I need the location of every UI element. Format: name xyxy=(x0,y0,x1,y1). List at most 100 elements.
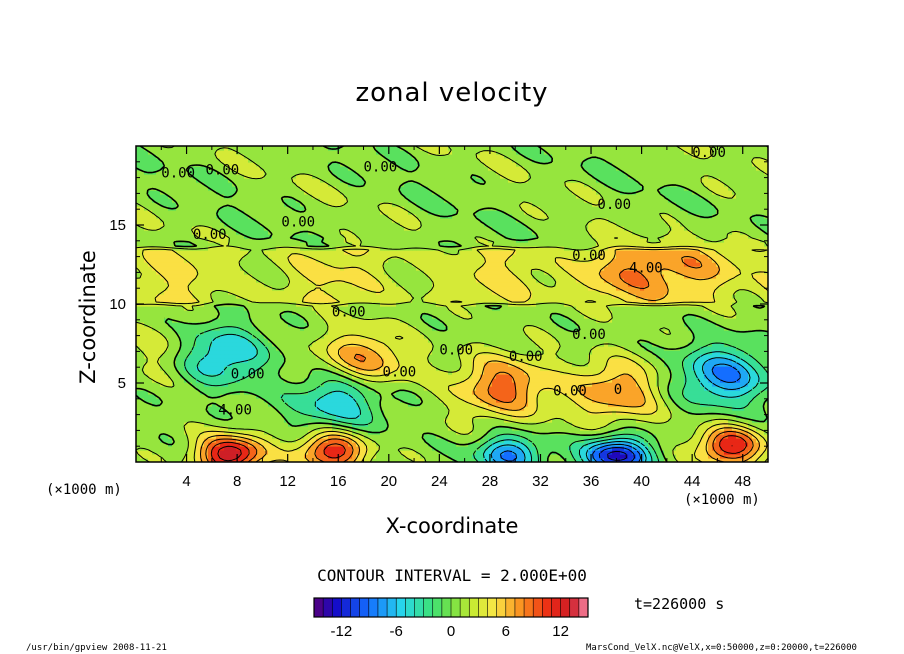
field-cell xyxy=(732,430,737,435)
field-cell xyxy=(472,446,477,451)
field-cell xyxy=(152,370,157,375)
field-cell xyxy=(476,458,481,462)
field-cell xyxy=(700,458,705,462)
field-cell xyxy=(156,454,161,459)
field-cell xyxy=(660,446,665,451)
field-cell xyxy=(304,386,309,391)
field-cell xyxy=(692,434,697,439)
field-cell xyxy=(424,446,429,451)
field-cell xyxy=(536,378,541,383)
field-cell xyxy=(152,446,157,451)
field-cell xyxy=(620,406,625,411)
field-cell xyxy=(672,378,677,383)
field-cell xyxy=(272,382,277,387)
field-cell xyxy=(752,346,757,351)
field-cell xyxy=(432,430,437,435)
field-cell xyxy=(496,382,501,387)
field-cell xyxy=(244,406,249,411)
field-cell xyxy=(724,350,729,355)
field-cell xyxy=(240,378,245,383)
field-cell xyxy=(156,402,161,407)
field-cell xyxy=(144,410,149,415)
field-cell xyxy=(156,390,161,395)
field-cell xyxy=(264,434,269,439)
field-cell xyxy=(308,354,313,359)
field-cell xyxy=(424,398,429,403)
field-cell xyxy=(544,414,549,419)
field-cell xyxy=(176,362,181,367)
field-cell xyxy=(216,418,221,423)
field-cell xyxy=(600,402,605,407)
field-cell xyxy=(408,430,413,435)
field-cell xyxy=(136,362,141,367)
field-cell xyxy=(428,406,433,411)
field-cell xyxy=(616,454,621,459)
field-cell xyxy=(428,382,433,387)
field-cell xyxy=(652,430,657,435)
field-cell xyxy=(600,398,605,403)
field-cell xyxy=(400,414,405,419)
field-cell xyxy=(552,378,557,383)
field-cell xyxy=(732,382,737,387)
field-cell xyxy=(180,410,185,415)
field-cell xyxy=(680,394,685,399)
field-cell xyxy=(640,394,645,399)
field-cell xyxy=(364,350,369,355)
field-cell xyxy=(528,434,533,439)
field-cell xyxy=(668,438,673,443)
field-cell xyxy=(752,442,757,447)
field-cell xyxy=(608,338,613,343)
field-cell xyxy=(544,454,549,459)
field-cell xyxy=(320,350,325,355)
field-cell xyxy=(152,394,157,399)
field-cell xyxy=(376,418,381,423)
field-cell xyxy=(416,390,421,395)
field-cell xyxy=(164,406,169,411)
field-cell xyxy=(308,362,313,367)
field-cell xyxy=(672,390,677,395)
field-cell xyxy=(360,442,365,447)
field-cell xyxy=(676,442,681,447)
field-cell xyxy=(688,442,693,447)
field-cell xyxy=(448,394,453,399)
field-cell xyxy=(200,358,205,363)
field-cell xyxy=(648,362,653,367)
field-cell xyxy=(760,422,765,427)
field-cell xyxy=(628,350,633,355)
field-cell xyxy=(224,374,229,379)
field-cell xyxy=(524,454,529,459)
field-cell xyxy=(348,446,353,451)
field-cell xyxy=(400,438,405,443)
field-cell xyxy=(488,378,493,383)
field-cell xyxy=(448,378,453,383)
field-cell xyxy=(584,386,589,391)
field-cell xyxy=(688,458,693,462)
field-cell xyxy=(140,334,145,339)
field-cell xyxy=(412,370,417,375)
field-cell xyxy=(340,410,345,415)
field-cell xyxy=(628,382,633,387)
field-cell xyxy=(316,350,321,355)
field-cell xyxy=(664,394,669,399)
field-cell xyxy=(360,418,365,423)
field-cell xyxy=(444,358,449,363)
field-cell xyxy=(712,374,717,379)
field-cell xyxy=(396,454,401,459)
field-cell xyxy=(152,410,157,415)
field-cell xyxy=(560,374,565,379)
field-cell xyxy=(508,334,513,339)
field-cell xyxy=(468,358,473,363)
field-cell xyxy=(340,350,345,355)
field-cell xyxy=(148,386,153,391)
field-cell xyxy=(604,378,609,383)
field-cell xyxy=(332,450,337,455)
field-cell xyxy=(260,402,265,407)
field-cell xyxy=(292,370,297,375)
field-cell xyxy=(700,406,705,411)
field-cell xyxy=(400,350,405,355)
field-cell xyxy=(468,334,473,339)
field-cell xyxy=(484,366,489,371)
field-cell xyxy=(468,418,473,423)
field-cell xyxy=(180,358,185,363)
field-cell xyxy=(160,394,165,399)
